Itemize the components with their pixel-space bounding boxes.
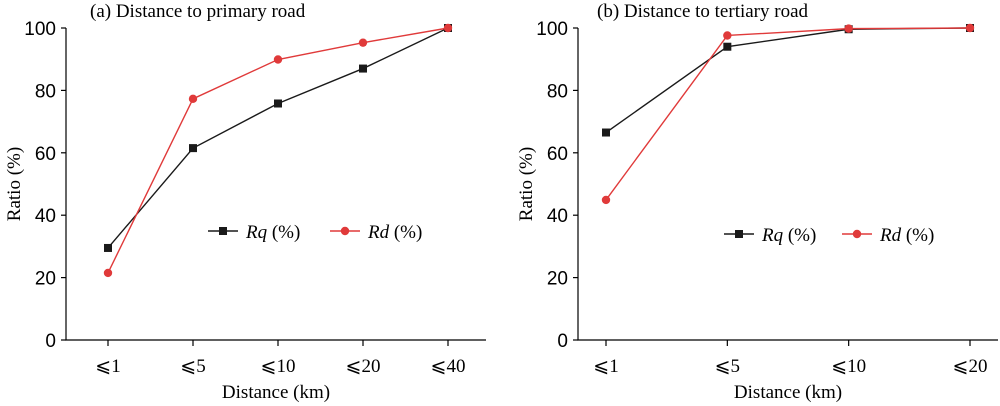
x-tick-label: ⩽20 bbox=[346, 356, 381, 377]
data-point-rq bbox=[274, 99, 282, 108]
legend-label-rq: Rq (%) bbox=[245, 222, 300, 243]
y-tick-label: 100 bbox=[24, 19, 56, 40]
axis-lines bbox=[577, 28, 998, 341]
y-axis-label: Ratio (%) bbox=[4, 147, 25, 221]
x-axis-label: Distance (km) bbox=[734, 382, 842, 403]
legend-series-unit: (%) bbox=[901, 225, 934, 246]
data-point-rd bbox=[443, 23, 453, 33]
panel-a: (a) Distance to primary road 0 20 40 60 80 100… bbox=[4, 1, 486, 403]
legend-marker-rd bbox=[340, 226, 350, 236]
legend-label-rd: Rd (%) bbox=[879, 225, 934, 246]
legend-label-rq: Rq (%) bbox=[761, 225, 816, 246]
data-point-rq bbox=[104, 243, 112, 252]
data-point-rd bbox=[965, 23, 975, 33]
y-tick-label: 60 bbox=[547, 144, 568, 165]
y-tick-label: 20 bbox=[547, 269, 568, 290]
x-tick-label: ⩽10 bbox=[831, 356, 866, 377]
x-tick-label: ⩽5 bbox=[180, 356, 205, 377]
legend-series-name: Rq bbox=[245, 222, 268, 243]
data-point-rd bbox=[103, 268, 113, 278]
series-line-rq bbox=[605, 27, 971, 134]
axis-lines bbox=[65, 28, 486, 341]
x-tick-label: ⩽1 bbox=[95, 356, 120, 377]
x-tick-label: ⩽5 bbox=[715, 356, 740, 377]
x-tick-label: ⩽20 bbox=[953, 356, 988, 377]
legend-series-name: Rq bbox=[761, 225, 784, 246]
data-point-rd bbox=[844, 24, 853, 33]
legend-series-name: Rd bbox=[367, 222, 390, 243]
y-tick-label: 100 bbox=[536, 19, 568, 40]
legend-series-unit: (%) bbox=[267, 222, 300, 243]
series-line-rd bbox=[605, 27, 971, 201]
y-tick-label: 20 bbox=[35, 269, 56, 290]
data-point-rd bbox=[188, 94, 198, 104]
data-point-rd bbox=[723, 31, 732, 40]
x-tick-label: ⩽40 bbox=[431, 356, 466, 377]
legend-label-rd: Rd (%) bbox=[367, 222, 422, 243]
y-tick-label: 40 bbox=[35, 206, 56, 227]
data-point-rd bbox=[358, 38, 368, 47]
x-tick-label: ⩽1 bbox=[593, 356, 618, 377]
legend-marker-rq bbox=[735, 230, 743, 238]
chart-title: (a) Distance to primary road bbox=[90, 1, 306, 22]
y-tick-label: 40 bbox=[547, 206, 568, 227]
data-point-rd bbox=[273, 55, 283, 64]
y-tick-label: 80 bbox=[35, 81, 56, 102]
legend-marker-rq bbox=[219, 227, 227, 235]
y-axis-label: Ratio (%) bbox=[516, 147, 537, 221]
x-axis-label: Distance (km) bbox=[222, 382, 330, 403]
y-tick-label: 0 bbox=[557, 331, 568, 352]
x-tick-label: ⩽10 bbox=[261, 356, 296, 377]
data-point-rq bbox=[602, 128, 610, 137]
data-point-rq bbox=[189, 144, 197, 153]
data-point-rq bbox=[723, 42, 732, 51]
legend-series-unit: (%) bbox=[783, 225, 816, 246]
data-point-rq bbox=[359, 64, 367, 73]
y-tick-label: 80 bbox=[547, 81, 568, 102]
legend-series-unit: (%) bbox=[389, 222, 422, 243]
y-tick-label: 60 bbox=[35, 144, 56, 165]
legend-marker-rd bbox=[852, 229, 862, 239]
data-point-rd bbox=[601, 195, 611, 205]
chart-title: (b) Distance to tertiary road bbox=[597, 1, 809, 22]
legend-series-name: Rd bbox=[879, 225, 902, 246]
panel-b: (b) Distance to tertiary road 0 20 40 60 80 10… bbox=[516, 1, 998, 403]
y-tick-label: 0 bbox=[45, 331, 56, 352]
